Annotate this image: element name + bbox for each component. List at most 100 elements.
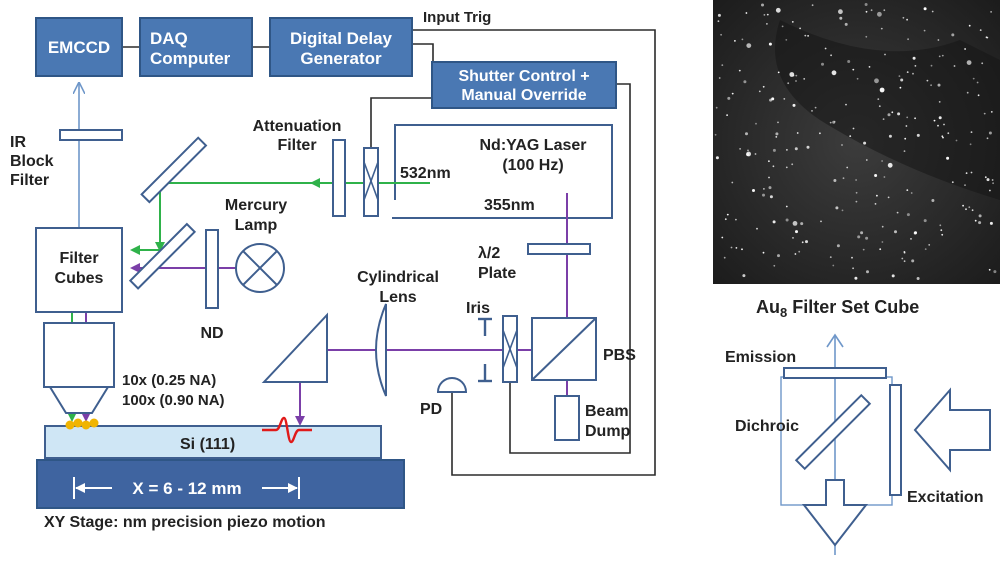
fluorescence-spot: [865, 236, 869, 240]
emccd-label: EMCCD: [48, 38, 110, 57]
fluorescence-spot: [897, 112, 901, 116]
fluorescence-spot: [953, 65, 956, 67]
fluorescence-spot: [847, 60, 851, 63]
control-wiring: [122, 29, 656, 476]
fluorescence-spot: [851, 256, 853, 259]
mercury-lamp: Mercury Lamp: [225, 197, 287, 293]
fluorescence-spot: [806, 145, 810, 149]
fluorescence-spot: [883, 176, 886, 178]
fluorescence-spot: [714, 133, 717, 136]
fluorescence-spot: [735, 218, 737, 221]
fluorescence-spot: [966, 60, 972, 65]
fluorescence-spot: [775, 132, 779, 136]
ir-label-line1: IR: [10, 134, 26, 151]
stage-caption: XY Stage: nm precision piezo motion: [44, 514, 326, 531]
fluorescence-spot: [726, 213, 729, 216]
shutter-355: [502, 315, 518, 383]
fluorescence-spot: [903, 260, 906, 263]
fluorescence-spot: [966, 91, 969, 94]
fluorescence-spot: [914, 117, 916, 120]
fluorescence-spot: [745, 132, 748, 136]
attenuation-label-line2: Filter: [277, 137, 316, 154]
fluorescence-spot: [951, 33, 955, 37]
turning-mirror: [140, 136, 208, 204]
fluorescence-spot: [792, 237, 794, 239]
fluorescence-spot: [912, 72, 914, 75]
attenuation-label-line1: Attenuation: [253, 118, 342, 135]
fluorescence-spot: [830, 54, 832, 57]
fluorescence-spot: [866, 270, 869, 274]
fluorescence-spot: [964, 184, 966, 187]
beam-dump: Beam Dump: [554, 395, 631, 441]
cyl-lens-label-line1: Cylindrical: [357, 269, 439, 286]
shutter-label-line1: Shutter Control +: [458, 68, 589, 85]
fluorescence-spot: [833, 120, 836, 123]
fluorescence-spot: [717, 20, 720, 23]
attenuation-filter: [332, 139, 346, 217]
fluorescence-spot: [724, 218, 727, 221]
fluorescence-spot: [836, 244, 840, 248]
fluorescence-spot: [900, 78, 904, 82]
fluorescence-spot: [789, 72, 795, 77]
fluorescence-spot: [772, 220, 776, 224]
fluorescence-spot: [891, 111, 894, 114]
fluorescence-spot: [777, 254, 780, 258]
fluorescence-spot: [976, 81, 979, 84]
fluorescence-spot: [807, 35, 809, 37]
fluorescence-spot: [795, 230, 798, 234]
fluorescence-spot: [735, 247, 738, 249]
fluorescence-spot: [721, 64, 724, 66]
fluorescence-spot: [783, 98, 786, 100]
fluorescence-spot: [769, 195, 773, 199]
ir-block-filter: [59, 129, 123, 141]
fluorescence-spot: [721, 236, 724, 239]
fluorescence-spot: [833, 179, 837, 182]
fluorescence-spot: [979, 29, 982, 31]
fluorescence-spot: [785, 39, 788, 41]
fluorescence-spot: [855, 191, 858, 194]
objective-label-line2: 100x (0.90 NA): [122, 392, 225, 409]
fluorescence-spot: [923, 219, 927, 223]
fluorescence-spot: [801, 241, 804, 244]
fluorescence-spot: [931, 199, 935, 202]
fluorescence-spot: [845, 103, 847, 106]
laser-label-line2: (100 Hz): [502, 157, 563, 174]
filter-cube-schematic: Emission Dichroic Excitation: [725, 333, 991, 555]
fluorescence-spot: [969, 143, 972, 146]
fluorescence-spot: [742, 274, 746, 278]
fluorescence-spot: [905, 125, 908, 127]
fluorescence-spot: [887, 196, 890, 199]
fluorescence-spot: [854, 276, 858, 280]
si-sample-label: Si (111): [180, 436, 235, 453]
fluorescence-spot: [762, 251, 765, 254]
fluorescence-spot: [874, 174, 878, 177]
fluorescence-spot: [864, 3, 868, 6]
fluorescence-spot: [986, 178, 990, 182]
fluorescence-spot: [970, 131, 973, 134]
input-trig-label: Input Trig: [423, 9, 491, 26]
fluorescence-spot: [741, 248, 743, 251]
fluorescence-image: [713, 0, 1000, 284]
beam-dump-label-line1: Beam: [585, 403, 629, 420]
fluorescence-spot: [977, 94, 980, 97]
cylindrical-lens: Cylindrical Lens: [357, 269, 439, 397]
fluorescence-spot: [923, 7, 927, 11]
dichroic-mirror: [128, 222, 197, 290]
fluorescence-spot: [903, 251, 906, 254]
mercury-label-line1: Mercury: [225, 197, 287, 214]
fluorescence-spot: [939, 224, 942, 227]
cyl-lens-label-line2: Lens: [379, 289, 416, 306]
fluorescence-spot: [761, 3, 764, 7]
fluorescence-spot: [791, 163, 794, 166]
fluorescence-spot: [762, 85, 765, 88]
prism: [261, 312, 328, 383]
iris-label: Iris: [466, 300, 490, 317]
fluorescence-spot: [792, 103, 796, 107]
fluorescence-spot: [988, 268, 991, 271]
laser-label-line1: Nd:YAG Laser: [480, 137, 587, 154]
fluorescence-spot: [775, 136, 778, 138]
fluorescence-spot: [747, 149, 749, 152]
fluorescence-spot: [715, 156, 719, 160]
fluorescence-spot: [870, 9, 873, 12]
fluorescence-spot: [924, 248, 927, 251]
